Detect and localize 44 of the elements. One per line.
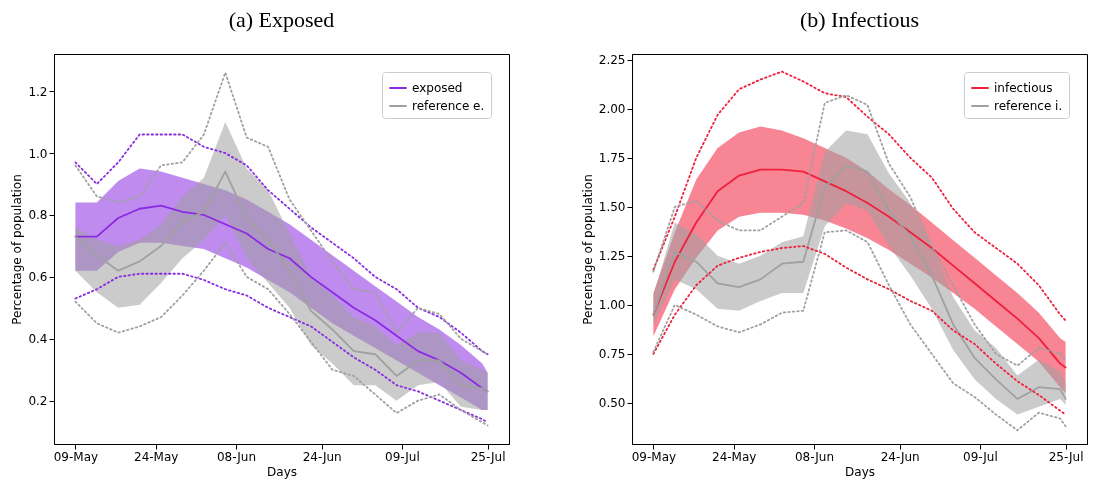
line-series (74, 272, 489, 424)
legend-label: reference i. (994, 99, 1063, 113)
x-tick-label: 09-Jul (963, 449, 998, 464)
y-tick-label: 1.00 (598, 298, 626, 313)
x-tick-label: 24-Jun (302, 449, 342, 464)
line-series (652, 229, 1067, 432)
y-tick-label: 2.00 (598, 102, 626, 117)
line-series (652, 94, 1067, 367)
y-tick-label: 1.75 (598, 151, 626, 166)
legend-label: exposed (412, 81, 463, 95)
y-tick-label: 0.2 (28, 394, 48, 409)
x-tick-label: 09-May (631, 449, 677, 464)
line-series (74, 133, 489, 356)
x-tick-label: 25-Jul (1048, 449, 1084, 464)
x-tick-label: 24-May (711, 449, 757, 464)
x-tick-label: 25-Jul (470, 449, 506, 464)
line-series (74, 71, 489, 356)
x-tick-label: 08-Jun (216, 449, 257, 464)
x-axis-title: Days (845, 464, 875, 479)
y-tick-label: 0.50 (598, 396, 626, 411)
y-tick-label: 1.50 (598, 200, 626, 215)
y-axis-title: Percentage of population (580, 174, 595, 325)
y-tick-label: 1.2 (28, 84, 48, 99)
y-tick-label: 0.6 (28, 270, 48, 285)
legend-label: reference e. (412, 99, 485, 113)
line-series (652, 245, 1067, 416)
x-tick-label: 24-Jun (880, 449, 920, 464)
y-tick-label: 0.75 (598, 347, 626, 362)
x-tick-label: 24-May (133, 449, 179, 464)
y-tick-label: 0.8 (28, 208, 48, 223)
x-tick-label: 09-Jul (385, 449, 420, 464)
y-tick-label: 0.4 (28, 332, 48, 347)
line-series (652, 70, 1067, 322)
x-tick-label: 09-May (53, 449, 99, 464)
y-tick-label: 2.25 (598, 53, 626, 68)
line-series (74, 241, 489, 427)
y-tick-label: 1.0 (28, 146, 48, 161)
y-axis-title: Percentage of population (10, 174, 25, 325)
legend-label: infectious (994, 81, 1053, 95)
chart-title: (b) Infectious (799, 6, 920, 32)
x-tick-label: 08-Jun (794, 449, 835, 464)
x-axis-title: Days (267, 464, 297, 479)
chart-title: (a) Exposed (228, 7, 335, 32)
y-tick-label: 1.25 (598, 249, 626, 264)
